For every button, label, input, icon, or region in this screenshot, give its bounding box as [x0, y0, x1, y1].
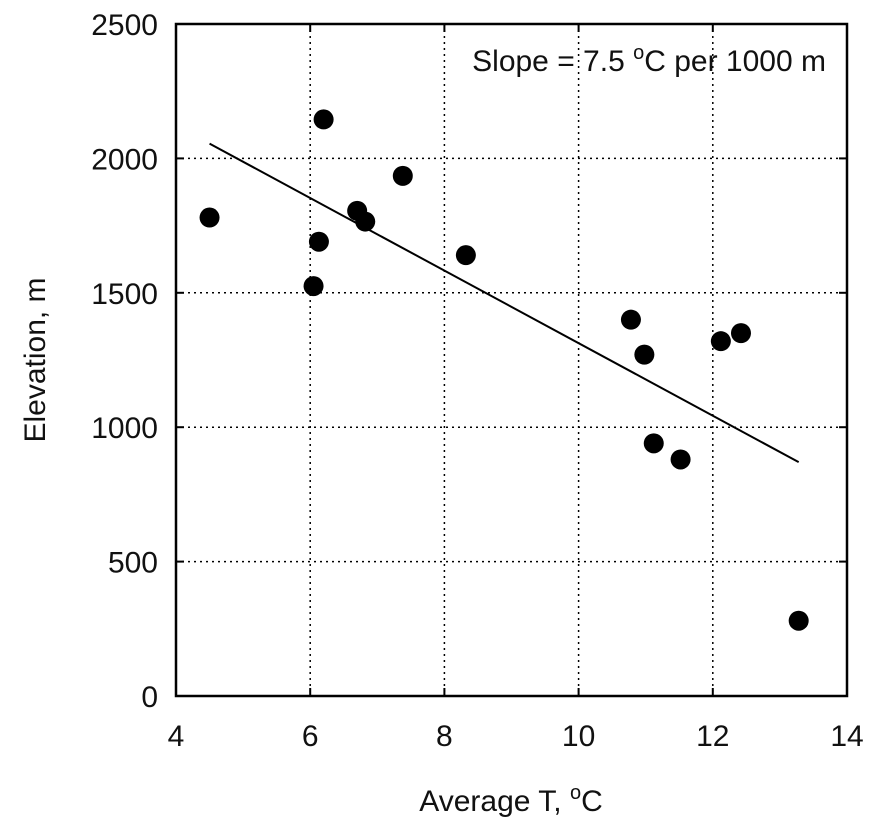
x-tick-label: 4: [168, 720, 185, 753]
y-tick-label: 2500: [91, 9, 158, 42]
x-tick-label: 8: [436, 720, 453, 753]
data-point: [455, 245, 476, 266]
y-tick-labels: 0 500 1000 1500 2000 2500: [91, 9, 158, 714]
y-tick-label: 1500: [91, 278, 158, 311]
plot-frame: [174, 22, 849, 698]
data-point: [788, 610, 809, 631]
data-point: [634, 344, 655, 365]
y-tick-label: 500: [108, 547, 158, 580]
y-tick-label: 0: [141, 681, 158, 714]
x-tick-label: 14: [830, 720, 863, 753]
slope-annotation-prefix: Slope = 7.5: [472, 45, 633, 78]
slope-annotation-suffix: C per 1000 m: [644, 45, 826, 78]
x-axis-label-degree: o: [570, 782, 581, 804]
x-tick-label: 12: [696, 720, 729, 753]
data-point: [313, 109, 334, 130]
x-axis-label: Average T, oC: [419, 782, 602, 818]
data-point: [303, 276, 324, 297]
data-point: [710, 331, 731, 352]
data-point: [730, 323, 751, 344]
regression-line: [209, 142, 800, 464]
slope-annotation: Slope = 7.5 oC per 1000 m: [472, 42, 826, 78]
y-tick-label: 2000: [91, 143, 158, 176]
x-tick-label: 10: [562, 720, 595, 753]
data-point: [643, 433, 664, 454]
grid: [176, 24, 847, 696]
x-tick-label: 6: [302, 720, 319, 753]
slope-annotation-degree: o: [633, 42, 644, 64]
data-point: [308, 231, 329, 252]
y-tick-label: 1000: [91, 412, 158, 445]
data-point: [199, 207, 220, 228]
y-axis-label: Elevation, m: [19, 277, 52, 442]
x-axis-label-unit: C: [581, 785, 603, 818]
data-point: [670, 449, 691, 470]
x-axis-label-main: Average T,: [419, 785, 570, 818]
data-points: [199, 109, 809, 631]
data-point: [392, 165, 413, 186]
x-tick-labels: 4 6 8 10 12 14: [168, 720, 864, 753]
axis-ticks: [175, 23, 848, 697]
data-point: [355, 211, 376, 232]
data-point: [620, 309, 641, 330]
